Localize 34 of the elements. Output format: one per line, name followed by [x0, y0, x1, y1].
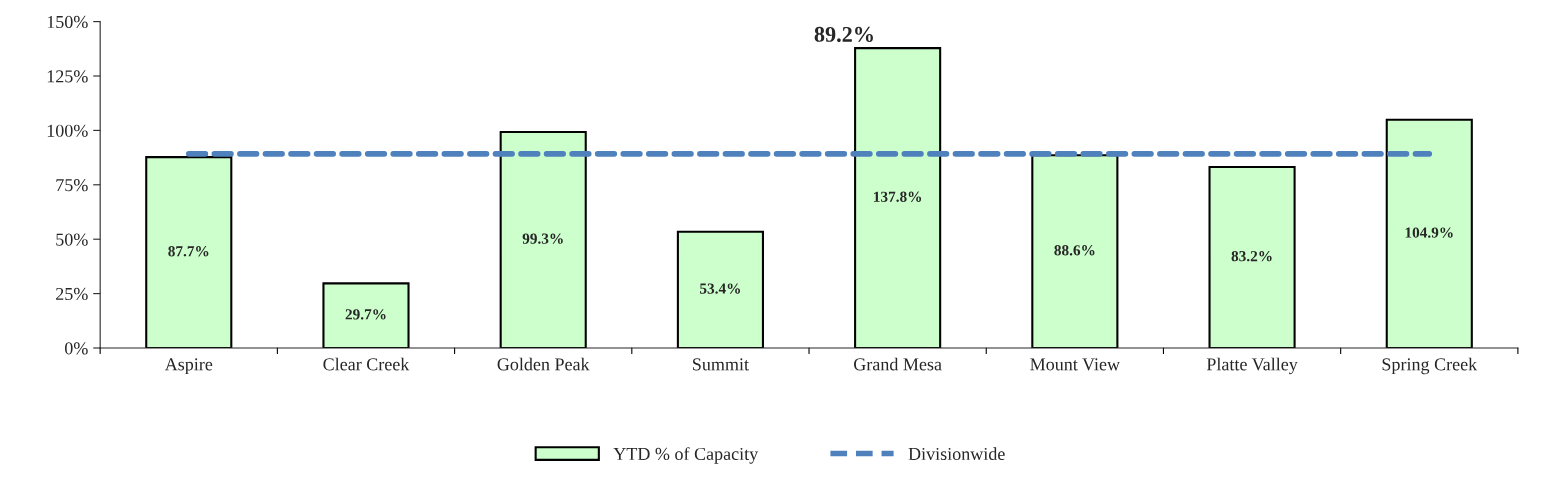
- bar: [1031, 154, 1119, 348]
- bar: [145, 156, 233, 348]
- y-tick-label: 50%: [56, 233, 88, 246]
- x-tick-label: Aspire: [164, 358, 213, 375]
- legend-label: Divisionwide: [908, 447, 1005, 461]
- y-tick-label: 0%: [64, 342, 88, 355]
- bar: [499, 130, 587, 348]
- bar: [1385, 118, 1473, 348]
- data-label: 104.9%: [1405, 227, 1453, 238]
- x-tick-label: Mount View: [1030, 358, 1120, 371]
- y-tick-label: 75%: [56, 179, 88, 192]
- x-tick-label: Grand Mesa: [854, 357, 942, 371]
- bar: [676, 230, 764, 348]
- y-tick-label: 125%: [47, 70, 88, 83]
- data-label: 137.8%: [874, 191, 922, 202]
- data-label: 83.2%: [1231, 250, 1272, 262]
- bar: [322, 282, 410, 348]
- data-label: 53.4%: [700, 283, 740, 294]
- x-tick-label: Golden Peak: [497, 357, 590, 371]
- annotation: 89.2%: [814, 26, 873, 42]
- data-label: 29.7%: [345, 309, 386, 320]
- data-label: 88.6%: [1054, 245, 1095, 256]
- x-tick-label: Platte Valley: [1206, 357, 1298, 375]
- y-tick-label: 25%: [56, 287, 88, 301]
- bar: [1208, 165, 1296, 348]
- data-label: 99.3%: [522, 233, 563, 244]
- legend-label: YTD % of Capacity: [613, 447, 759, 464]
- y-tick-label: 150%: [47, 15, 88, 29]
- bar: [854, 47, 942, 348]
- y-tick-label: 100%: [47, 124, 88, 137]
- x-tick-label: Spring Creek: [1382, 357, 1478, 375]
- x-tick-label: Clear Creek: [323, 357, 410, 371]
- data-label: 87.7%: [168, 246, 209, 257]
- x-tick-label: Summit: [693, 358, 749, 371]
